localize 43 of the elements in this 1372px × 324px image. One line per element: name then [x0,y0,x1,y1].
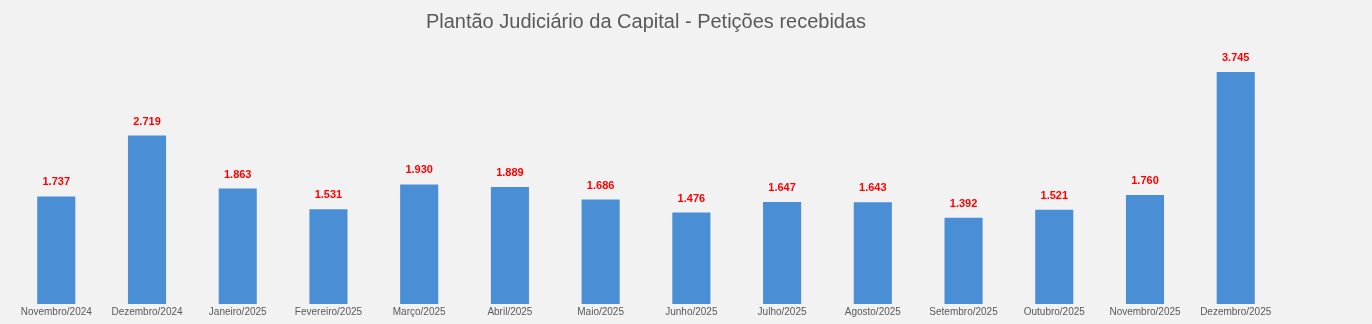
x-tick-label: Dezembro/2024 [111,305,184,317]
data-label: 1.930 [405,163,433,176]
data-label: 1.531 [314,188,343,201]
x-tick-label: Outubro/2025 [1023,305,1086,317]
x-tick-label: Agosto/2025 [844,305,902,317]
bar [1125,194,1165,304]
data-label: 1.392 [949,196,978,209]
bar [400,184,439,304]
bar [763,201,802,304]
bar [218,188,257,304]
x-tick-label: Junho/2025 [665,305,718,317]
bar [1216,72,1255,304]
x-tick-label: Dezembro/2025 [1200,305,1272,317]
data-label: 2.719 [133,114,161,127]
bar [1035,209,1074,304]
bar [490,186,529,304]
data-label: 1.647 [768,180,796,193]
x-tick-label: Março/2025 [392,305,447,317]
bar [581,199,620,304]
data-label: 1.737 [42,175,71,188]
x-tick-label: Setembro/2025 [929,305,999,317]
data-label: 1.476 [677,191,706,204]
data-label: 1.643 [859,181,887,194]
x-tick-label: Janeiro/2025 [208,305,268,317]
bar [309,209,348,304]
data-label: 1.889 [496,165,524,178]
x-tick-label: Abril/2025 [487,305,533,317]
x-tick-label: Maio/2025 [577,305,625,317]
bar [127,135,167,304]
bar [944,217,983,304]
data-label: 3.745 [1221,51,1250,63]
x-tick-label: Fevereiro/2025 [294,305,363,317]
data-label: 1.686 [586,178,615,191]
bar [672,212,711,304]
bar [853,202,892,304]
data-label: 1.521 [1040,188,1069,201]
data-label: 1.863 [223,167,252,180]
data-label: 1.760 [1131,173,1159,186]
x-tick-label: Julho/2025 [757,305,807,317]
x-tick-label: Novembro/2025 [1109,305,1182,317]
bar [37,196,76,304]
x-tick-label: Novembro/2024 [20,305,93,317]
chart-title: Plantão Judiciário da Capital - Petições recebidas [425,10,867,32]
